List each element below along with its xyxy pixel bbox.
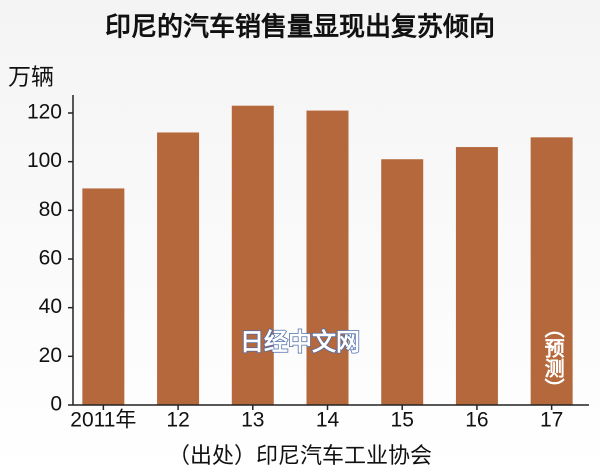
x-tick-label: 15 (391, 409, 414, 432)
y-tick-label: 60 (39, 247, 62, 270)
x-tick-label: 16 (465, 409, 488, 432)
bar (231, 105, 274, 405)
x-tick-label: 12 (166, 409, 189, 432)
chart-title: 印尼的汽车销售量显现出复苏倾向 (105, 12, 495, 43)
x-tick-label: 2011年 (70, 409, 136, 432)
bar (530, 137, 573, 406)
y-tick-label: 80 (39, 198, 62, 221)
bar (381, 159, 424, 405)
bar (157, 132, 200, 405)
watermark: 日经中文网 (240, 328, 360, 356)
bar (82, 188, 125, 405)
bar (455, 147, 498, 406)
y-tick-label: 40 (39, 295, 62, 318)
y-tick-label: 0 (50, 393, 62, 416)
y-tick-label: 120 (27, 101, 62, 124)
annotation: （预测） (541, 318, 565, 398)
x-tick-label: 17 (540, 409, 563, 432)
y-tick-label: 20 (39, 344, 62, 367)
y-tick-label: 100 (27, 149, 62, 172)
x-tick-label: 13 (241, 409, 264, 432)
source: （出处）印尼汽车工业协会 (168, 444, 432, 469)
x-tick-label: 14 (316, 409, 340, 432)
bar (306, 110, 349, 406)
y-axis-label: 万辆 (8, 65, 54, 91)
